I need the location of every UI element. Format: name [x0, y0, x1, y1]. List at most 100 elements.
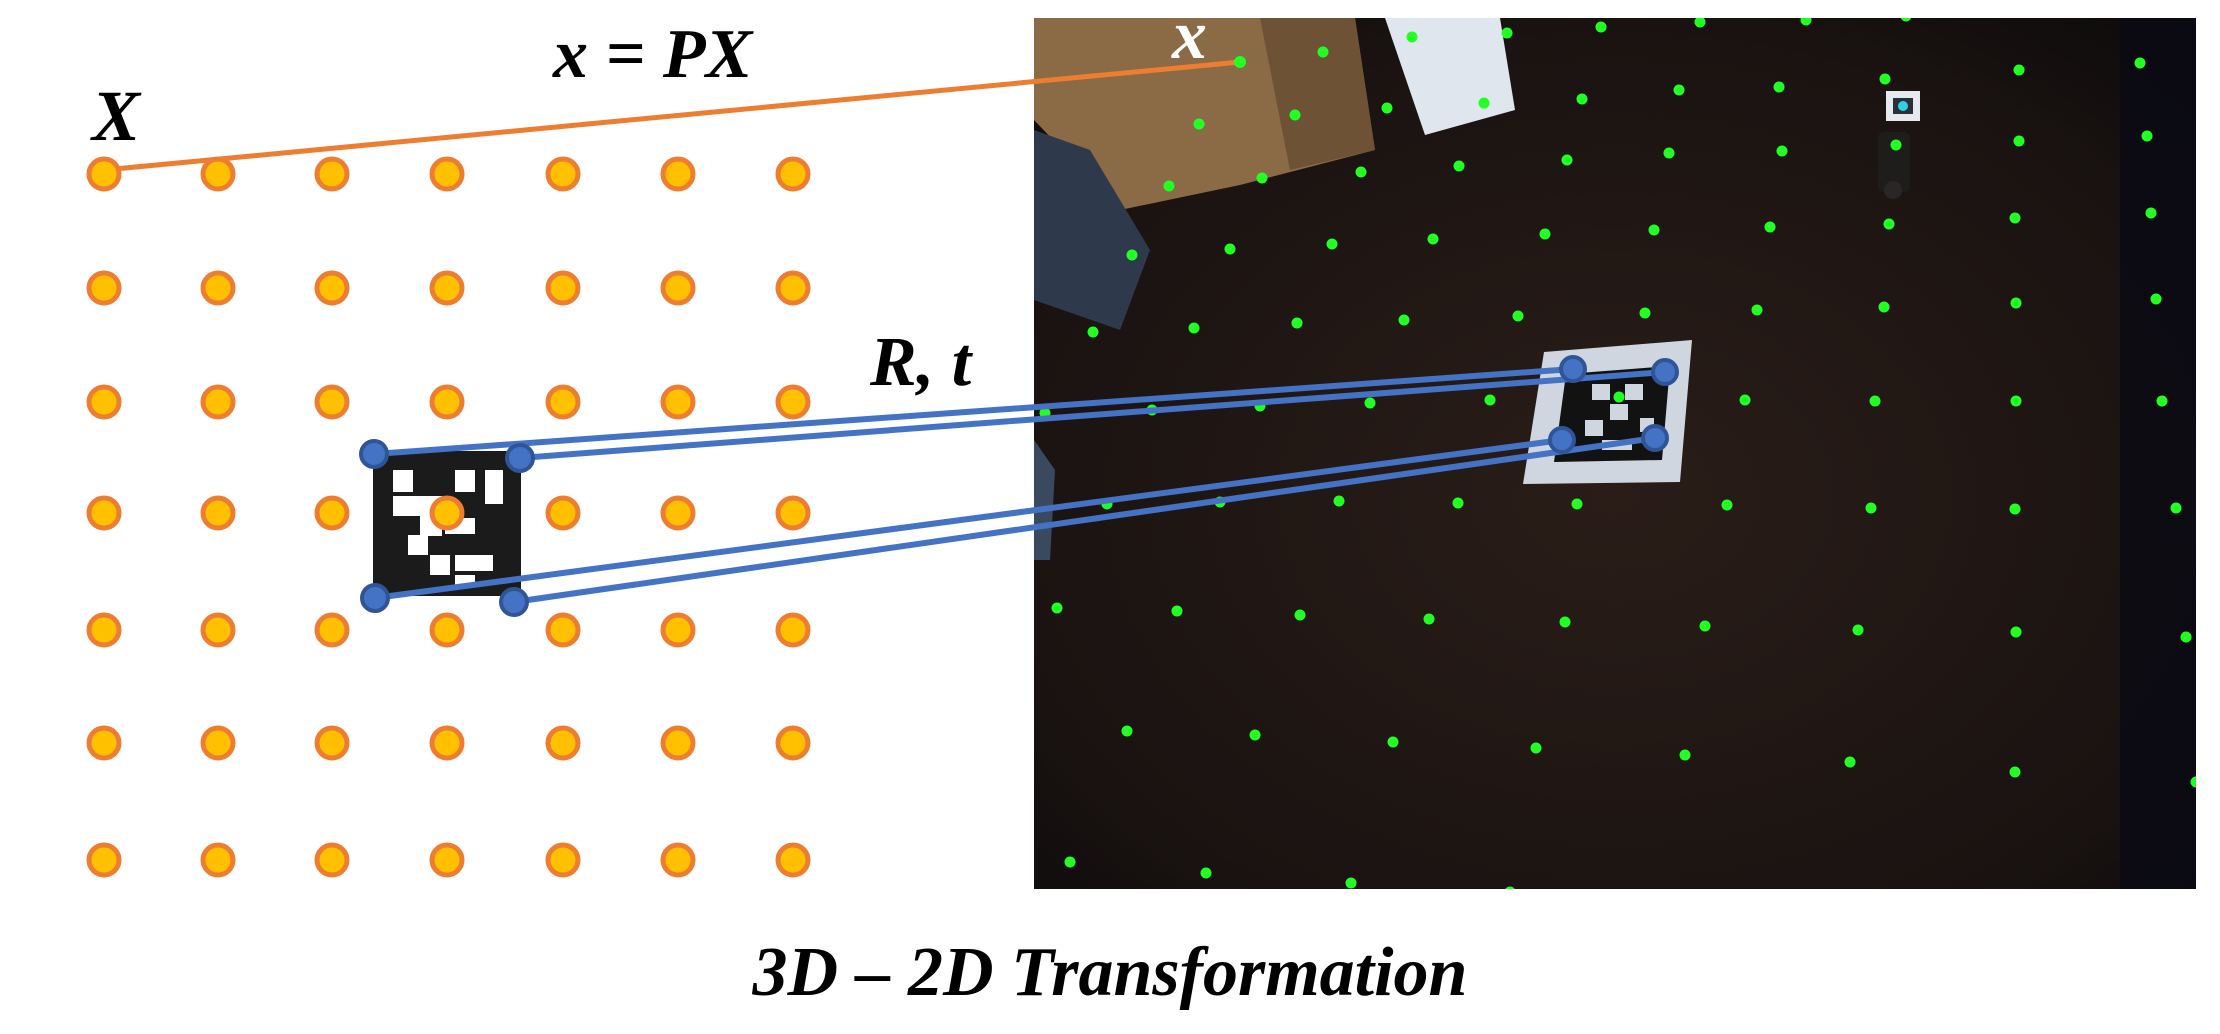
projected-point: [1739, 394, 1751, 406]
correspondence-line: [513, 435, 1656, 605]
world-grid: [86, 156, 811, 878]
corner-point: [1559, 355, 1587, 383]
grid-point: [545, 384, 581, 420]
projected-point: [1883, 218, 1895, 230]
grid-point: [660, 495, 696, 531]
projection-equation: x = PX: [552, 16, 755, 93]
projected-point: [1051, 602, 1063, 614]
projected-points: [1039, 18, 2196, 889]
projected-point: [1878, 301, 1890, 313]
corner-correspondences: [373, 366, 1666, 605]
projected-point: [2145, 207, 2157, 219]
projected-point: [1571, 498, 1583, 510]
grid-point: [429, 384, 465, 420]
projected-point: [1423, 613, 1435, 625]
projected-point: [1333, 495, 1345, 507]
projected-point: [1478, 97, 1490, 109]
grid-point: [545, 495, 581, 531]
projected-point: [1427, 233, 1439, 245]
grid-point: [86, 384, 122, 420]
grid-point: [200, 156, 236, 192]
grid-point: [660, 384, 696, 420]
corner-point: [360, 583, 390, 613]
projected-point: [1501, 27, 1513, 39]
corner-point: [499, 587, 529, 617]
projected-point: [1121, 725, 1133, 737]
projected-point: [1721, 499, 1733, 511]
projected-point: [1512, 310, 1524, 322]
projected-point: [1249, 729, 1261, 741]
projected-point: [2010, 626, 2022, 638]
grid-point: [545, 270, 581, 306]
projected-point: [1381, 102, 1393, 114]
projected-point: [1879, 73, 1891, 85]
projected-point: [1087, 326, 1099, 338]
projected-point: [1890, 139, 1902, 151]
grid-point: [86, 156, 122, 192]
grid-point: [86, 725, 122, 761]
grid-point: [86, 270, 122, 306]
projected-point: [1126, 249, 1138, 261]
grid-point: [545, 842, 581, 878]
projected-point: [2190, 776, 2196, 788]
projected-point: [1530, 742, 1542, 754]
grid-point: [775, 612, 811, 648]
projected-point: [1764, 221, 1776, 233]
figure-caption: 3D – 2D Transformation: [751, 934, 1467, 1011]
grid-point: [429, 842, 465, 878]
grid-point: [200, 495, 236, 531]
projected-point: [1193, 118, 1205, 130]
projected-point: [1345, 877, 1357, 889]
grid-point: [314, 270, 350, 306]
grid-point: [314, 384, 350, 420]
projected-point: [1699, 620, 1711, 632]
grid-point: [429, 156, 465, 192]
corner-point: [1641, 424, 1669, 452]
projected-point: [1398, 314, 1410, 326]
projected-point: [1869, 395, 1881, 407]
projected-point: [1900, 18, 1912, 22]
grid-point: [86, 842, 122, 878]
grid-point: [660, 725, 696, 761]
grid-point: [545, 612, 581, 648]
projected-point: [1694, 18, 1706, 28]
projected-point: [1387, 736, 1399, 748]
projected-point: [1505, 886, 1515, 889]
projected-point: [1773, 81, 1785, 93]
projected-point: [1679, 749, 1691, 761]
grid-point: [429, 612, 465, 648]
world-point-label: X: [90, 76, 142, 156]
grid-point: [429, 725, 465, 761]
grid-point: [86, 495, 122, 531]
projection-line: [103, 59, 1241, 173]
projected-point: [1256, 172, 1268, 184]
grid-point: [545, 725, 581, 761]
projected-point: [1576, 93, 1588, 105]
image-point-label: x: [1171, 0, 1207, 74]
projected-point: [1064, 856, 1076, 868]
grid-point: [314, 842, 350, 878]
grid-point: [200, 612, 236, 648]
projected-point: [1559, 616, 1571, 628]
projected-point: [1364, 397, 1376, 409]
projected-point: [2009, 766, 2021, 778]
projected-point: [1673, 84, 1685, 96]
grid-point: [545, 156, 581, 192]
projected-point: [1539, 228, 1551, 240]
chair: [1034, 130, 1150, 330]
grid-point: [314, 612, 350, 648]
projected-point: [1171, 605, 1183, 617]
projected-point: [1452, 497, 1464, 509]
camera-image: [1034, 18, 2196, 889]
grid-point: [775, 842, 811, 878]
correspondence-line: [374, 437, 1563, 601]
projected-point: [2010, 297, 2022, 309]
projected-point: [1852, 624, 1864, 636]
projected-point: [2170, 502, 2182, 514]
projected-point: [1188, 322, 1200, 334]
projected-point: [1291, 317, 1303, 329]
grid-point: [200, 384, 236, 420]
projected-point: [1317, 46, 1329, 58]
corner-point: [1548, 426, 1576, 454]
projected-point: [2013, 135, 2025, 147]
